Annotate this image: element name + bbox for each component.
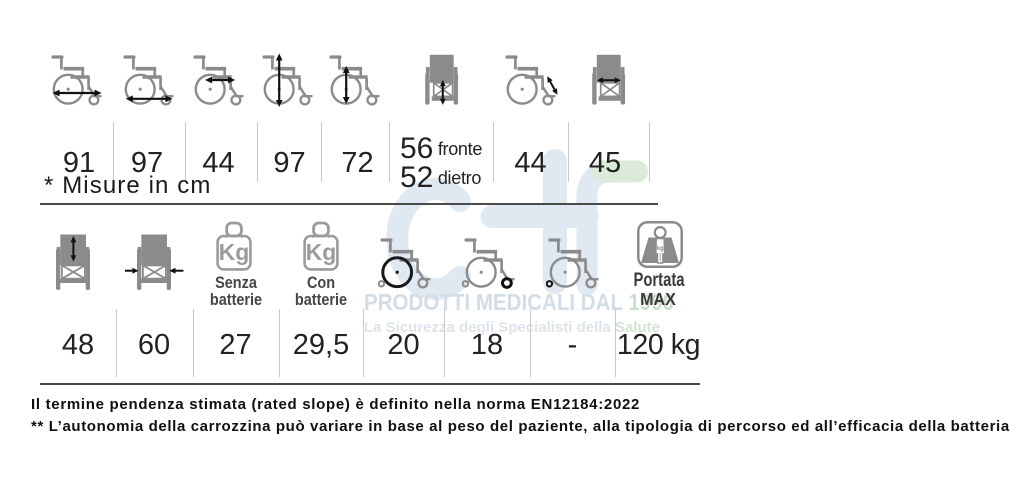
svg-text:Kg: Kg — [306, 239, 337, 265]
svg-text:kg: kg — [656, 246, 663, 252]
svg-text:Kg: Kg — [219, 239, 250, 265]
